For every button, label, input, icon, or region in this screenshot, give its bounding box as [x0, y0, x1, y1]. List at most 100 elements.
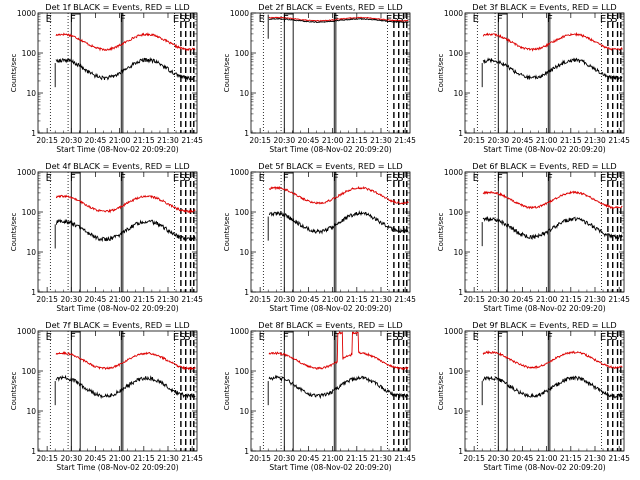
- x-tick-label: 21:15: [133, 136, 155, 145]
- event-letter: F: [497, 332, 503, 343]
- x-tick-label: 20:30: [487, 295, 509, 304]
- x-tick-label: 21:15: [133, 295, 155, 304]
- panel-det-6f: Det 6f BLACK = Events, RED = LLD 1 10 100 10…: [437, 161, 630, 313]
- event-letter: S: [179, 332, 185, 343]
- event-letter: F: [283, 173, 289, 184]
- event-letter: S: [179, 173, 185, 184]
- y-tick-label: 10: [26, 407, 36, 416]
- y-tick-label: 1: [31, 288, 36, 297]
- x-tick-label: 20:45: [85, 454, 107, 463]
- x-tick-label: 20:30: [273, 136, 295, 145]
- y-tick-label: 100: [22, 208, 37, 217]
- x-tick-label: 21:00: [322, 454, 344, 463]
- x-tick-label: 21:45: [608, 295, 630, 304]
- y-tick-label: 1000: [17, 9, 36, 18]
- x-axis-label: Start Time (08-Nov-02 20:09:20): [269, 304, 391, 313]
- x-tick-label: 21:45: [394, 295, 416, 304]
- y-tick-label: 1000: [230, 168, 249, 177]
- x-axis-label: Start Time (08-Nov-02 20:09:20): [56, 463, 178, 472]
- x-tick-label: 21:00: [109, 454, 131, 463]
- y-tick-label: 10: [26, 248, 36, 257]
- y-axis-label: Counts/sec: [223, 372, 231, 411]
- x-tick-label: 20:45: [512, 295, 534, 304]
- y-tick-label: 1: [31, 447, 36, 456]
- event-letter: F: [497, 14, 503, 25]
- y-tick-label: 10: [239, 89, 249, 98]
- y-tick-label: 1000: [230, 327, 249, 336]
- series-events-line: [268, 374, 409, 400]
- panel-det-7f: Det 7f BLACK = Events, RED = LLD 1 10 100 10…: [10, 320, 203, 472]
- y-tick-label: 10: [453, 407, 463, 416]
- event-letter: F: [547, 332, 553, 343]
- x-tick-label: 21:30: [584, 295, 606, 304]
- series-events-line: [482, 215, 623, 240]
- plot-frame: [250, 12, 411, 134]
- event-letter: F: [70, 14, 76, 25]
- y-axis-label: Counts/sec: [223, 54, 231, 93]
- event-letter: S: [606, 14, 612, 25]
- plot-frame: [464, 12, 625, 134]
- x-axis-label: Start Time (08-Nov-02 20:09:20): [56, 145, 178, 154]
- series-lld-line: [268, 16, 409, 22]
- x-tick-label: 21:15: [346, 136, 368, 145]
- x-tick-label: 20:30: [60, 136, 82, 145]
- series-events-line: [55, 218, 196, 243]
- x-tick-label: 21:30: [157, 295, 179, 304]
- series-lld-line: [482, 190, 623, 210]
- event-letter: E: [473, 14, 479, 25]
- event-letter: S: [392, 173, 398, 184]
- event-letter: E: [386, 173, 392, 184]
- event-letter: S: [606, 173, 612, 184]
- series-lld-line: [268, 331, 409, 371]
- x-tick-label: 21:00: [109, 136, 131, 145]
- x-tick-label: 21:30: [157, 454, 179, 463]
- x-tick-label: 20:45: [512, 136, 534, 145]
- panel-title: Det 6f BLACK = Events, RED = LLD: [472, 161, 616, 171]
- event-letter: S: [179, 14, 185, 25]
- x-tick-label: 21:45: [394, 454, 416, 463]
- y-tick-label: 1: [458, 447, 463, 456]
- event-letter: S: [184, 332, 190, 343]
- event-letter: E: [173, 173, 179, 184]
- event-letter: F: [120, 173, 126, 184]
- x-tick-label: 20:15: [463, 136, 485, 145]
- y-axis-label: Counts/sec: [437, 213, 445, 252]
- plot-frame: [37, 330, 198, 452]
- series-lld-line: [55, 194, 196, 214]
- y-tick-label: 1000: [444, 9, 463, 18]
- x-tick-label: 21:45: [608, 136, 630, 145]
- y-tick-label: 1000: [17, 168, 36, 177]
- y-tick-label: 10: [26, 89, 36, 98]
- x-tick-label: 21:15: [346, 454, 368, 463]
- x-tick-label: 20:30: [487, 454, 509, 463]
- x-tick-label: 20:45: [298, 295, 320, 304]
- x-tick-label: 21:15: [560, 454, 582, 463]
- y-tick-label: 100: [449, 49, 464, 58]
- y-tick-label: 1: [31, 129, 36, 138]
- x-tick-label: 21:45: [181, 295, 203, 304]
- y-axis-label: Counts/sec: [223, 213, 231, 252]
- event-letter: F: [547, 173, 553, 184]
- series-lld-line: [268, 185, 409, 205]
- event-letter: E: [259, 14, 265, 25]
- x-tick-label: 20:30: [60, 454, 82, 463]
- plot-frame: [250, 171, 411, 293]
- panel-title: Det 7f BLACK = Events, RED = LLD: [45, 320, 189, 330]
- series-events-line: [482, 375, 623, 399]
- x-tick-label: 20:15: [249, 136, 271, 145]
- event-letter: S: [611, 14, 617, 25]
- x-tick-label: 21:30: [584, 136, 606, 145]
- y-tick-label: 1: [458, 288, 463, 297]
- series-events-line: [268, 17, 409, 24]
- x-tick-label: 21:15: [346, 295, 368, 304]
- event-letter: F: [547, 14, 553, 25]
- x-axis-label: Start Time (08-Nov-02 20:09:20): [56, 304, 178, 313]
- x-axis-label: Start Time (08-Nov-02 20:09:20): [269, 463, 391, 472]
- event-letter: S: [184, 14, 190, 25]
- y-tick-label: 100: [449, 367, 464, 376]
- y-tick-label: 100: [235, 208, 250, 217]
- panel-title: Det 9f BLACK = Events, RED = LLD: [472, 320, 616, 330]
- x-tick-label: 20:15: [36, 136, 58, 145]
- series-lld-line: [482, 31, 623, 52]
